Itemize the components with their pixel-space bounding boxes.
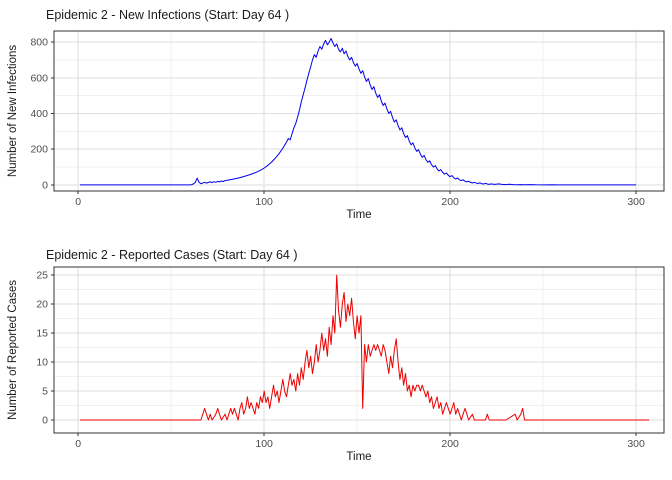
chart-canvas: 0 100 200 300 0 200 400 600 800	[30, 30, 665, 208]
reported-cases-plot-area: 0 100 200 300 0 5 10 15 20 25	[0, 240, 672, 480]
chart-canvas: 0 100 200 300 0 5 10 15 20 25	[36, 266, 665, 450]
x-tick-label: 200	[441, 196, 459, 208]
data-series-line	[80, 274, 650, 421]
x-tick-label: 300	[627, 438, 645, 450]
x-tick-label: 0	[75, 438, 81, 450]
y-tick-label: 5	[42, 385, 48, 397]
y-tick-label: 15	[36, 328, 48, 340]
x-tick-label: 100	[255, 196, 273, 208]
new-infections-y-axis-title: Number of New Infections	[7, 44, 19, 178]
new-infections-x-axis-title: Time	[346, 209, 372, 221]
y-tick-label: 10	[36, 357, 48, 369]
y-tick-label: 20	[36, 299, 48, 311]
y-tick-label: 600	[30, 72, 48, 84]
y-tick-label: 800	[30, 37, 48, 49]
y-tick-label: 0	[42, 414, 48, 426]
panel-background	[54, 31, 664, 191]
x-tick-label: 100	[255, 438, 273, 450]
y-tick-label: 25	[36, 270, 48, 282]
x-tick-label: 200	[441, 438, 459, 450]
x-tick-label: 300	[627, 196, 645, 208]
reported-cases-title: Epidemic 2 - Reported Cases (Start: Day …	[46, 248, 298, 262]
reported-cases-chart: 0 100 200 300 0 5 10 15 20 25 Epidemic 2 - Report…	[0, 240, 672, 480]
x-tick-label: 0	[75, 196, 81, 208]
reported-cases-y-axis-title: Number of Reported Cases	[7, 280, 19, 420]
new-infections-plot-area: 0 100 200 300 0 200 400 600 800	[30, 30, 665, 208]
y-tick-label: 0	[42, 179, 48, 191]
panel-background	[54, 267, 664, 433]
new-infections-chart: 0 100 200 300 0 200 400 600 800 Epidemic 2 - New…	[7, 8, 665, 221]
reported-cases-x-axis-title: Time	[346, 451, 372, 463]
panel-border	[53, 266, 665, 434]
y-tick-label: 400	[30, 108, 48, 120]
data-series-line	[80, 38, 637, 186]
y-tick-label: 200	[30, 144, 48, 156]
panel-border	[53, 30, 665, 192]
new-infections-title: Epidemic 2 - New Infections (Start: Day …	[46, 8, 290, 22]
